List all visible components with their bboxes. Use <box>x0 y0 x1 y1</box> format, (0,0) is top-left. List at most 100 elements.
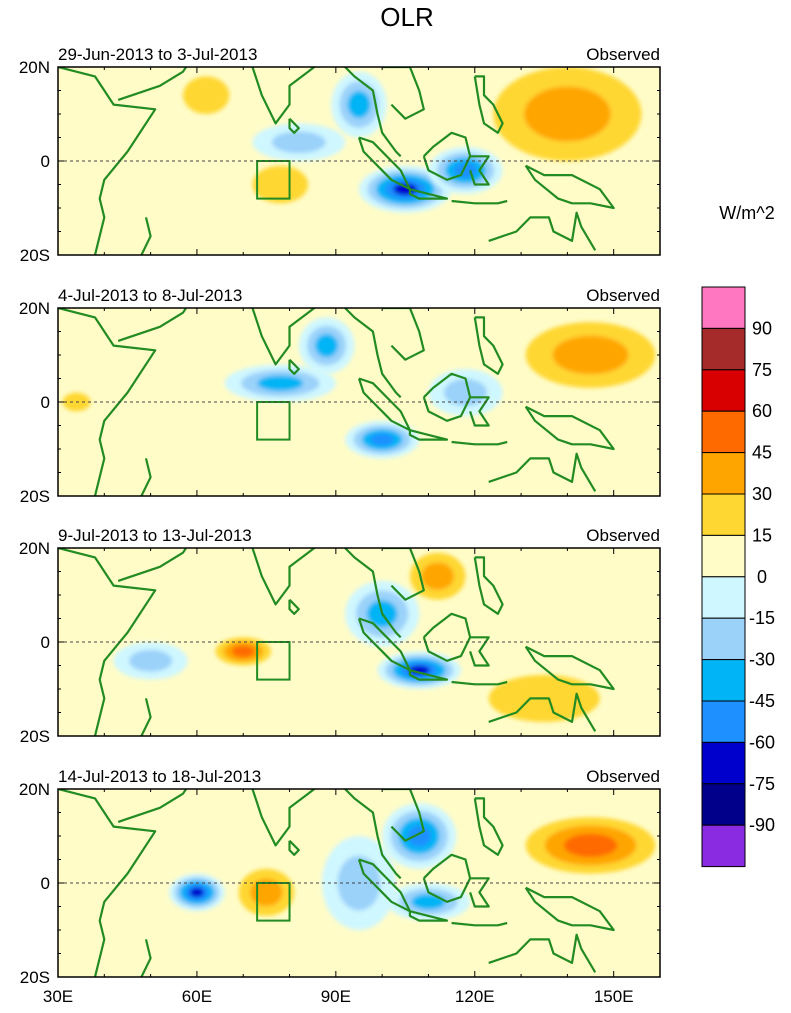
y-tick-label: 20N <box>19 299 50 318</box>
panel-label: Observed <box>586 767 660 786</box>
legend-swatch <box>701 410 746 454</box>
legend-label: -15 <box>749 608 775 628</box>
anomaly-contour <box>524 86 611 142</box>
coastline <box>473 556 504 615</box>
legend-label: -45 <box>749 691 775 711</box>
ticks <box>57 547 661 737</box>
region-box <box>256 160 291 200</box>
panel-period: 4-Jul-2013 to 8-Jul-2013 <box>58 286 242 305</box>
legend-swatch <box>701 783 746 826</box>
coastlines <box>58 67 615 255</box>
coastline <box>288 839 300 856</box>
anomaly-contour <box>250 878 283 907</box>
ticks <box>57 788 661 978</box>
panel-label: Observed <box>586 45 660 64</box>
coastline <box>140 458 152 496</box>
y-tick-label: 0 <box>41 874 50 893</box>
coastline <box>473 75 504 134</box>
coastline <box>488 211 597 251</box>
anomaly-3 <box>113 642 188 680</box>
y-tick-label: 0 <box>41 393 50 412</box>
anomaly-2 <box>298 317 355 374</box>
panel-period: 9-Jul-2013 to 13-Jul-2013 <box>58 526 252 545</box>
coastline <box>408 429 449 441</box>
anomaly-5 <box>238 868 295 916</box>
olr-field <box>58 67 660 255</box>
region-box <box>256 401 291 441</box>
coastline <box>117 67 188 101</box>
region-box <box>256 882 291 922</box>
ticks <box>57 66 661 256</box>
coastline <box>343 308 402 399</box>
legend-label: 90 <box>752 318 772 338</box>
coastline <box>288 598 300 615</box>
coastline <box>58 789 157 977</box>
legend-label: 15 <box>752 525 772 545</box>
olr-field <box>58 789 660 977</box>
legend-swatch <box>701 617 746 661</box>
coastline <box>382 548 425 601</box>
x-tick-label: 60E <box>182 987 212 1006</box>
coastline <box>524 886 615 932</box>
x-tick-label: 150E <box>594 987 634 1006</box>
legend-label: 60 <box>752 401 772 421</box>
coastline <box>117 548 188 582</box>
chart-title: OLR <box>380 2 433 32</box>
coastline <box>524 405 615 451</box>
anomaly-4 <box>252 123 346 161</box>
color-legend: 90 75 60 45 30 15 0 -15 -30 -45 -60 -75 -90 <box>701 286 775 868</box>
coastline <box>250 548 317 606</box>
coastline <box>408 910 449 922</box>
anomaly-contour <box>231 645 255 658</box>
coastline <box>451 199 508 205</box>
coastline <box>524 164 615 210</box>
anomaly-2 <box>428 146 503 194</box>
legend-swatch <box>701 576 746 619</box>
legend-swatch <box>701 700 746 743</box>
coastline <box>473 797 504 856</box>
y-tick-label: 20N <box>19 58 50 77</box>
anomaly-3 <box>224 364 336 403</box>
coastline <box>140 217 152 255</box>
anomaly-2 <box>382 803 457 869</box>
coastline <box>288 117 300 134</box>
coastline <box>408 188 449 200</box>
y-tick-label: 20S <box>20 487 50 506</box>
coastline <box>250 67 317 125</box>
anomaly-1 <box>345 420 420 459</box>
legend-units: W/m^2 <box>719 203 774 223</box>
anomaly-5 <box>525 322 656 388</box>
panel-period: 29-Jun-2013 to 3-Jul-2013 <box>58 45 257 64</box>
anomaly-contour <box>411 894 446 910</box>
coastline <box>473 316 504 375</box>
coastline <box>469 396 490 427</box>
anomaly-6 <box>525 817 656 874</box>
panel-label: Observed <box>586 286 660 305</box>
coastline <box>288 358 300 375</box>
legend-swatch <box>701 286 746 329</box>
y-tick-label: 20N <box>19 780 50 799</box>
legend-label: -90 <box>749 815 775 835</box>
panel-2: 20N 0 20S 4-Jul-2013 to 8-Jul-2013 Observed <box>19 286 661 506</box>
region-box <box>256 641 291 681</box>
panel-label: Observed <box>586 526 660 545</box>
coastline <box>488 452 597 492</box>
x-tick-label: 120E <box>455 987 495 1006</box>
coastline <box>140 698 152 736</box>
legend-swatch <box>701 327 746 371</box>
anomaly-7 <box>252 165 309 204</box>
coastline <box>343 548 402 639</box>
coastline <box>408 669 449 681</box>
coastline <box>58 67 157 255</box>
anomaly-contour <box>257 375 304 391</box>
anomaly-contour <box>315 333 339 358</box>
olr-field <box>58 308 660 496</box>
anomaly-5 <box>493 67 642 161</box>
legend-swatch <box>701 824 746 868</box>
legend-label: 0 <box>757 567 767 587</box>
x-tick-label: 30E <box>43 987 73 1006</box>
x-axis: 30E 60E 90E 120E 150E <box>43 987 634 1006</box>
anomaly-6 <box>183 76 230 114</box>
anomaly-contour <box>129 649 173 672</box>
olr-field <box>58 548 660 736</box>
